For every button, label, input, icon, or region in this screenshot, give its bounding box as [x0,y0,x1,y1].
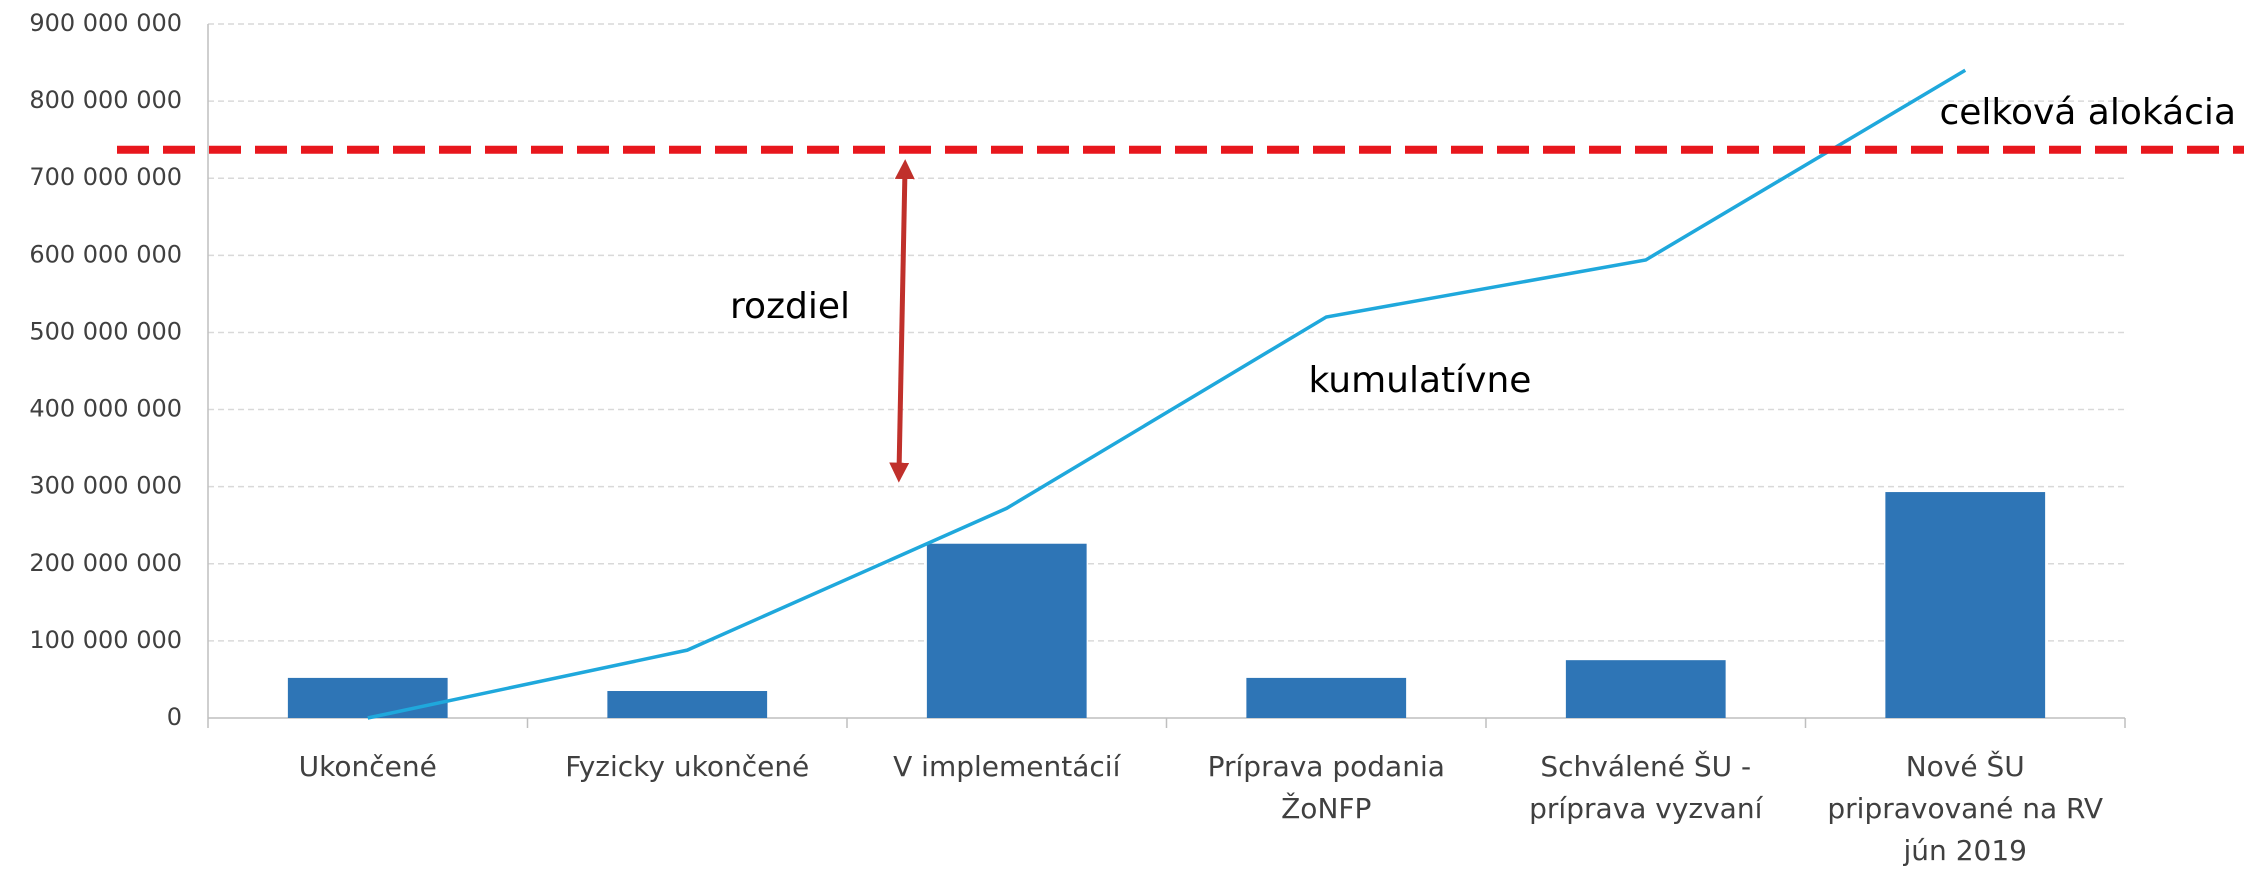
bar [287,677,448,718]
x-tick-label: V implementácií [893,750,1121,783]
reference-label: celková alokácia [1939,92,2236,133]
y-tick-label: 400 000 000 [29,395,182,423]
y-tick-label: 200 000 000 [29,549,182,577]
y-tick-label: 0 [167,703,182,731]
y-tick-label: 900 000 000 [29,9,182,37]
x-tick-label: Príprava podania ŽoNFP [1208,750,1445,825]
x-tick-label: Fyzicky ukončené [565,750,809,783]
difference-label: rozdiel [730,286,850,327]
x-tick-label: Ukončené [299,750,437,783]
bar [1565,660,1726,718]
line [367,68,1967,720]
difference-arrow [889,159,915,483]
y-tick-label: 600 000 000 [29,240,182,268]
x-tick-label: Nové ŠU pripravované na RV jún 2019 [1827,749,2103,867]
bar [1246,677,1407,718]
y-tick-label: 100 000 000 [29,626,182,654]
y-tick-label: 700 000 000 [29,163,182,191]
y-tick-label: 800 000 000 [29,86,182,114]
x-tick-label: Schválené ŠU -príprava vyzvaní [1529,749,1763,825]
series-label: kumulatívne [1309,360,1532,401]
bar [926,543,1087,718]
bar [1885,492,2046,718]
y-tick-label: 300 000 000 [29,472,182,500]
bar [607,691,768,718]
y-tick-label: 500 000 000 [29,317,182,345]
